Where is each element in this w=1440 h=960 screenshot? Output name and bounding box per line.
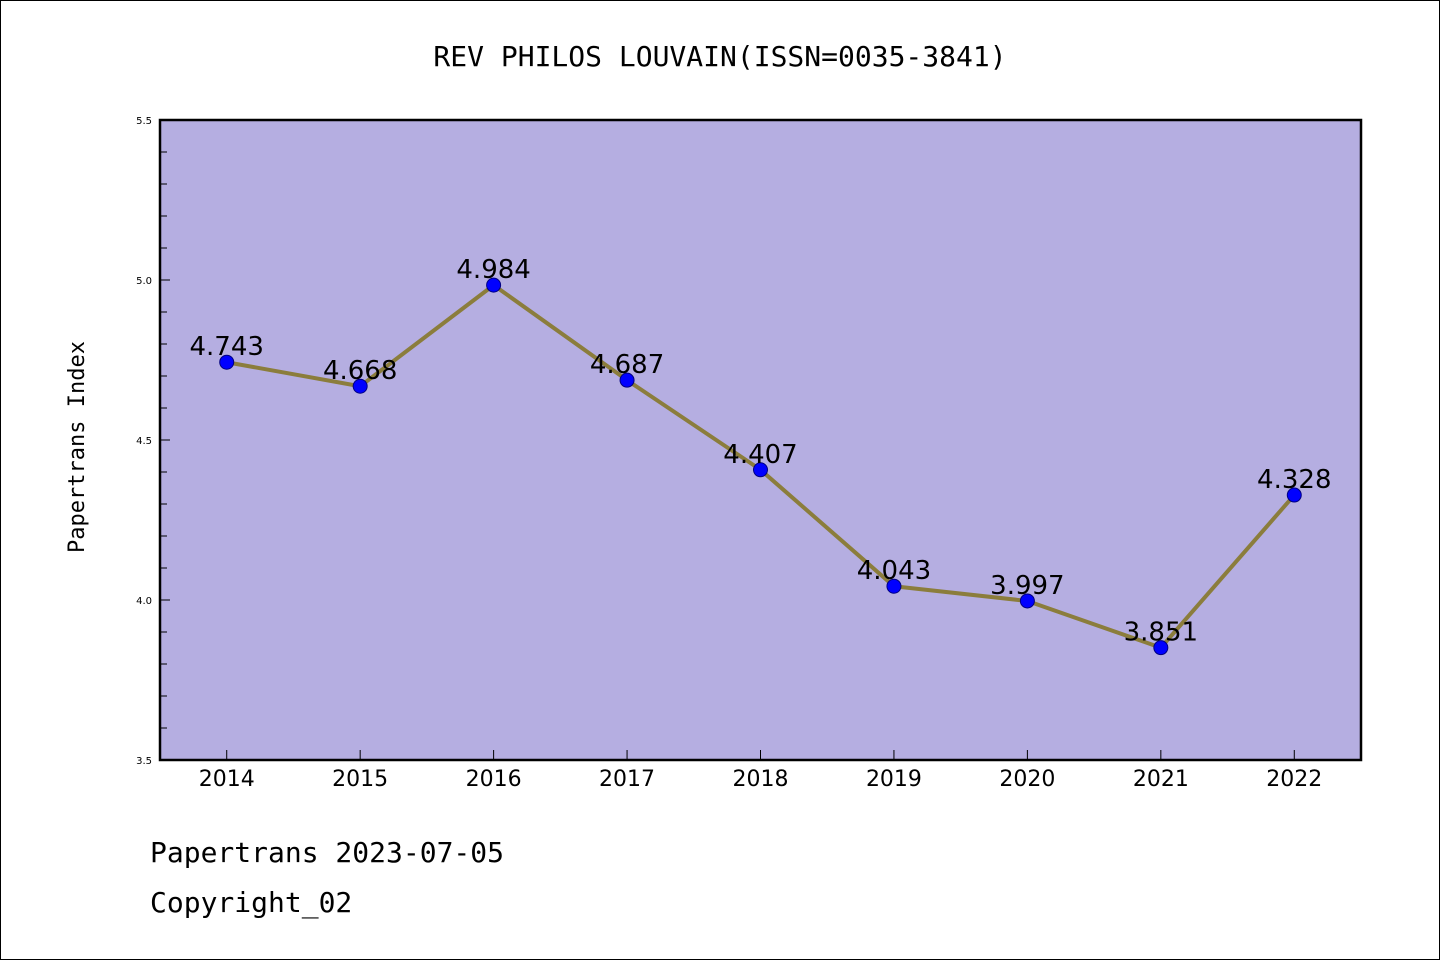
x-tick-label: 2014 (199, 767, 255, 792)
data-label: 3.851 (1124, 618, 1198, 648)
x-tick-label: 2021 (1133, 767, 1189, 792)
data-point (886, 578, 902, 594)
data-point (219, 354, 235, 370)
data-label: 4.984 (456, 255, 530, 285)
plot-area: 3.5 4.0 4.5 5.0 5.5 2014 2015 2016 2017 2018 2019 2… (136, 116, 1363, 792)
x-tick-label: 2015 (332, 767, 388, 792)
data-point (486, 277, 502, 293)
plot-frame (158, 118, 1363, 762)
data-label: 4.668 (323, 356, 397, 386)
x-tick-label: 2019 (866, 767, 922, 792)
data-point (352, 378, 368, 394)
footer-copyright: Copyright_02 (150, 886, 353, 919)
data-label: 4.687 (590, 350, 664, 380)
y-tick-label: 4.0 (136, 596, 152, 607)
y-tick-label: 4.5 (136, 436, 152, 447)
y-axis-label: Papertrans Index (65, 341, 90, 553)
data-point (619, 372, 635, 388)
data-label: 3.997 (990, 571, 1064, 601)
data-label: 4.328 (1257, 465, 1331, 495)
y-tick-label: 3.5 (136, 756, 152, 767)
data-point (1019, 593, 1035, 609)
chart-title: REV PHILOS LOUVAIN(ISSN=0035-3841) (433, 40, 1006, 73)
x-tick-label: 2018 (733, 767, 789, 792)
data-label: 4.743 (190, 332, 264, 362)
x-tick-label: 2022 (1266, 767, 1322, 792)
footer-date: Papertrans 2023-07-05 (150, 836, 505, 869)
data-label: 4.407 (723, 440, 797, 470)
data-label: 4.043 (857, 556, 931, 586)
y-tick-label: 5.0 (136, 276, 152, 287)
x-tick-label: 2016 (466, 767, 522, 792)
x-tick-label: 2017 (599, 767, 655, 792)
y-tick-label: 5.5 (136, 116, 152, 127)
x-tick-label: 2020 (999, 767, 1055, 792)
data-point (1153, 640, 1169, 656)
data-point (1286, 487, 1302, 503)
data-point (753, 462, 768, 478)
